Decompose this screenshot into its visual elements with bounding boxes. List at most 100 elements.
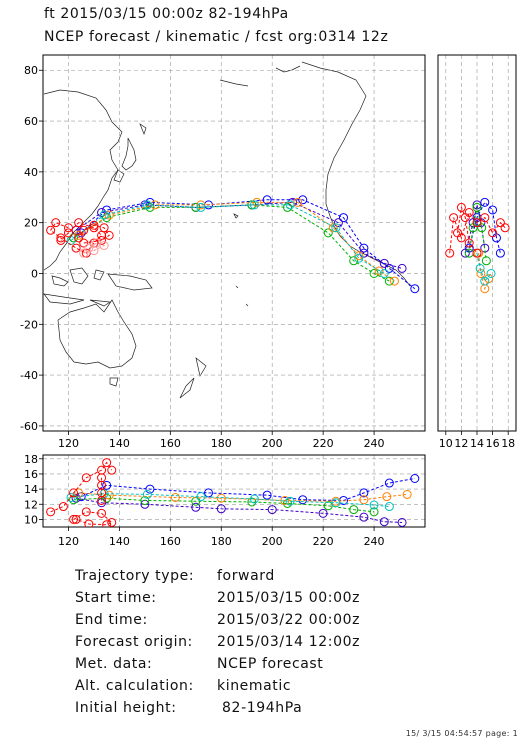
x-tick-label: 10 [439, 437, 453, 450]
trajectory-point [285, 200, 295, 210]
x-tick-label: 220 [313, 535, 334, 548]
trajectory-point [477, 223, 487, 233]
trajectory-point [56, 233, 66, 243]
trajectory-point [252, 197, 262, 207]
trajectory-point [359, 512, 369, 522]
trajectory-point [282, 202, 292, 212]
trajectory-point [107, 517, 117, 527]
trajectory-line [478, 253, 490, 291]
trajectory-point [354, 253, 364, 263]
info-value: NCEP forecast [217, 656, 324, 672]
y-tick-label: 12 [24, 498, 38, 511]
x-tick-label: 160 [160, 437, 181, 450]
x-tick-label: 240 [364, 535, 385, 548]
series-group [46, 195, 420, 294]
main-map-frame: 120 140 160 180 200 220 240 -60 -40 -20 0 20 40 60 80 [20, 54, 426, 450]
info-value: 2015/03/15 00:00z [217, 590, 361, 606]
trajectory-point [69, 514, 79, 524]
trajectory-point [486, 268, 496, 278]
trajectory-line [75, 201, 403, 269]
trajectory-line [468, 201, 501, 254]
x-tick-label: 200 [262, 535, 283, 548]
trajectory-point [397, 517, 407, 527]
trajectory-point [460, 213, 470, 223]
trajectory-point [354, 251, 364, 261]
trajectory-point [91, 238, 101, 248]
trajectory-point [102, 493, 112, 503]
y-tick-label: 40 [24, 166, 38, 179]
x-tick-label: 140 [109, 535, 130, 548]
trajectory-point [379, 268, 389, 278]
trajectory-point [495, 248, 505, 258]
info-value: 2015/03/22 00:00z [217, 612, 361, 628]
trajectory-point [69, 495, 79, 505]
info-label: Met. data: [75, 656, 153, 672]
x-tick-label: 180 [211, 535, 232, 548]
info-value: 82-194hPa [217, 700, 303, 716]
trajectory-point [464, 208, 474, 218]
trajectory-point [298, 495, 308, 505]
trajectory-point [249, 200, 259, 210]
trajectory-point [410, 284, 420, 294]
y-tick-label: -20 [20, 318, 38, 331]
height-panel-trajectories [46, 458, 420, 527]
x-tick-label: 140 [109, 437, 130, 450]
panel-border [437, 54, 517, 432]
trajectory-line [476, 253, 492, 283]
trajectory-point [76, 228, 86, 238]
x-tick-label: 200 [262, 437, 283, 450]
trajectory-point [480, 197, 490, 207]
trajectory-point [142, 200, 152, 210]
trajectory-point [66, 492, 76, 502]
trajectory-point [282, 499, 292, 509]
trajectory-point [472, 248, 482, 258]
trajectory-point [84, 519, 94, 527]
plot-title-line-2: NCEP forecast / kinematic / fcst org:031… [44, 29, 389, 45]
trajectory-line [73, 497, 375, 513]
trajectory-point [464, 238, 474, 248]
trajectory-point [445, 248, 455, 258]
trajectory-line [49, 222, 103, 254]
trajectory-point [262, 490, 272, 500]
trajectory-point [97, 508, 107, 518]
trajectory-point [71, 243, 81, 253]
trajectory-point [369, 507, 379, 517]
trajectory-point [79, 238, 89, 248]
trajectory-point [374, 266, 384, 276]
info-row: Alt. calculation: kinematic [75, 678, 360, 700]
y-tick-label: 60 [24, 115, 38, 128]
trajectory-point [369, 268, 379, 278]
trajectory-point [449, 213, 459, 223]
info-value: kinematic [217, 678, 292, 694]
trajectory-point [500, 223, 510, 233]
trajectory-point [84, 243, 94, 253]
trajectory-point [46, 225, 56, 235]
x-tick-label: 180 [211, 437, 232, 450]
y-tick-label: 14 [24, 483, 38, 496]
x-tick-label: 18 [501, 437, 515, 450]
trajectory-line [80, 478, 415, 501]
info-label: Initial height: [75, 700, 177, 716]
trajectory-point [97, 473, 107, 483]
panel-border [42, 454, 426, 528]
trajectory-point [81, 473, 91, 483]
trajectory-point [495, 218, 505, 228]
charts-svg: 120 140 160 180 200 220 240-60-40-20020406080 … [20, 54, 517, 548]
trajectory-line [50, 461, 113, 513]
trajectory-point [99, 223, 109, 233]
trajectory-point [74, 218, 84, 228]
trajectory-point [359, 495, 369, 505]
trajectory-point [397, 263, 407, 273]
info-value: 2015/03/14 12:00z [217, 634, 361, 650]
y-tick-label: -60 [20, 420, 38, 433]
trajectory-line [70, 204, 385, 274]
trajectory-point [339, 213, 349, 223]
info-label: Trajectory type: [75, 568, 195, 584]
trajectory-line [73, 511, 113, 526]
trajectory-point [402, 489, 412, 499]
trajectory-point [196, 202, 206, 212]
panel-border [42, 54, 426, 432]
trajectory-point [389, 276, 399, 286]
trajectory-point [79, 225, 89, 235]
